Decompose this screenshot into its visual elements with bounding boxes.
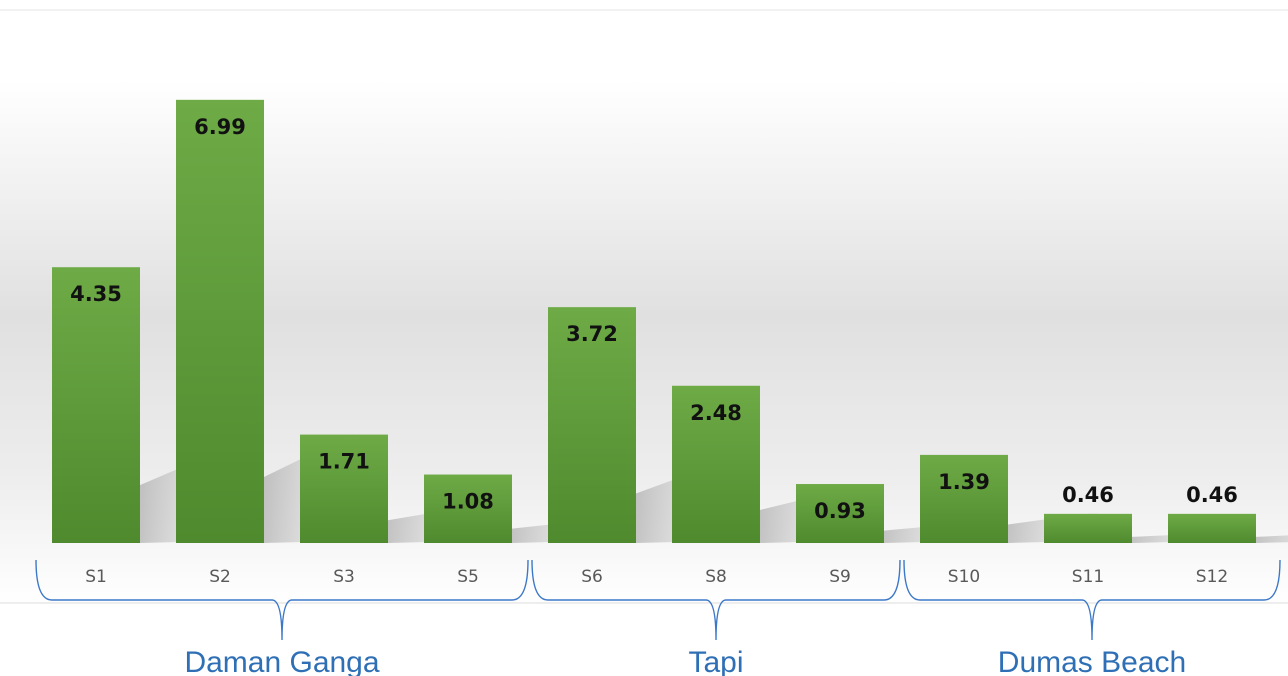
bar-s9 — [796, 484, 884, 543]
value-label-s3: 1.71 — [318, 450, 370, 474]
category-label-s1: S1 — [85, 567, 107, 587]
bar-s8 — [672, 385, 760, 543]
category-label-s8: S8 — [705, 567, 727, 587]
group-bracket-0 — [35, 559, 529, 641]
bar-s3 — [300, 434, 388, 543]
category-label-s2: S2 — [209, 567, 231, 587]
value-label-s11: 0.46 — [1062, 483, 1114, 507]
bar-s2 — [176, 99, 264, 544]
group-bracket-2 — [903, 559, 1281, 641]
value-label-s9: 0.93 — [814, 499, 866, 523]
value-label-s1: 4.35 — [70, 282, 122, 306]
value-label-s2: 6.99 — [194, 115, 246, 139]
category-label-s5: S5 — [457, 567, 479, 587]
bar-s12 — [1168, 513, 1256, 543]
category-label-s10: S10 — [948, 567, 980, 587]
group-label-1: Tapi — [688, 646, 743, 676]
category-label-s9: S9 — [829, 567, 851, 587]
bar-s5 — [424, 474, 512, 543]
bar-s10 — [920, 454, 1008, 543]
value-label-s5: 1.08 — [442, 490, 494, 514]
category-label-s11: S11 — [1072, 567, 1104, 587]
bar-s1 — [52, 267, 140, 543]
bar-shadow-s12 — [1256, 535, 1288, 543]
group-bracket-1 — [531, 559, 901, 641]
group-label-0: Daman Ganga — [184, 646, 379, 676]
value-label-s10: 1.39 — [938, 470, 990, 494]
value-label-s12: 0.46 — [1186, 483, 1238, 507]
value-label-s6: 3.72 — [566, 322, 618, 346]
category-label-s3: S3 — [333, 567, 355, 587]
category-label-s12: S12 — [1196, 567, 1228, 587]
group-label-2: Dumas Beach — [998, 646, 1186, 676]
bar-s6 — [548, 307, 636, 543]
value-label-s8: 2.48 — [690, 401, 742, 425]
category-label-s6: S6 — [581, 567, 603, 587]
bar-s11 — [1044, 513, 1132, 543]
